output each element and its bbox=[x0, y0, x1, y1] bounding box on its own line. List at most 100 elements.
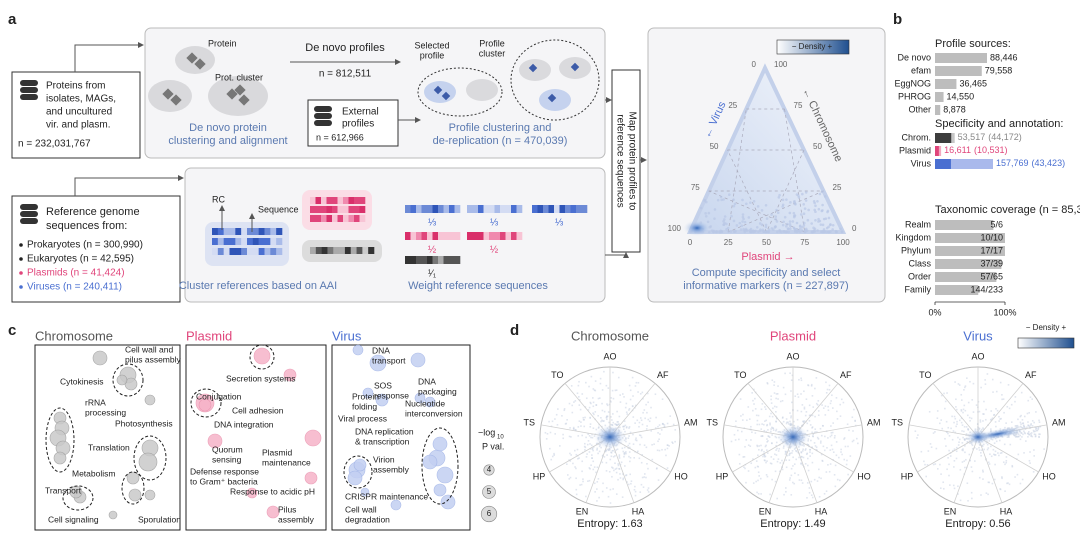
legend-label: 4 bbox=[487, 465, 492, 474]
label: informative markers (n = 227,897) bbox=[683, 280, 848, 292]
density-point bbox=[765, 461, 767, 464]
density-point bbox=[592, 412, 594, 414]
density-point bbox=[606, 448, 609, 451]
ternary-point bbox=[821, 203, 824, 207]
density-point bbox=[1043, 448, 1045, 450]
density-point bbox=[1033, 455, 1036, 457]
density-point bbox=[771, 442, 773, 445]
density-point bbox=[629, 473, 631, 476]
density-point bbox=[666, 422, 669, 425]
density-point bbox=[748, 418, 751, 420]
tick-label: 0% bbox=[928, 307, 941, 317]
density-point bbox=[819, 442, 822, 444]
density-point bbox=[742, 413, 744, 416]
density-point bbox=[990, 410, 993, 412]
ternary-point bbox=[782, 220, 785, 224]
density-point bbox=[1035, 428, 1037, 431]
density-point bbox=[619, 473, 621, 475]
ternary-point bbox=[755, 225, 759, 229]
density-point bbox=[810, 439, 812, 442]
density-point bbox=[776, 497, 778, 500]
term-label: DNA bbox=[418, 376, 436, 386]
density-point bbox=[574, 466, 576, 468]
density-point bbox=[647, 401, 649, 404]
density-point bbox=[811, 446, 813, 449]
density-point bbox=[790, 415, 792, 417]
density-point bbox=[639, 393, 642, 395]
density-point bbox=[772, 429, 775, 431]
axis-label: AF bbox=[657, 370, 669, 380]
density-point bbox=[623, 420, 626, 422]
density-point bbox=[747, 444, 750, 446]
term-bubble bbox=[347, 470, 363, 486]
density-point bbox=[851, 440, 854, 443]
density-point bbox=[999, 418, 1001, 420]
density-point bbox=[763, 450, 765, 453]
density-point bbox=[628, 384, 631, 387]
density-point bbox=[1037, 426, 1040, 428]
density-point bbox=[1035, 411, 1037, 413]
density-point bbox=[1008, 483, 1011, 486]
density-point bbox=[980, 449, 983, 451]
ternary-point bbox=[803, 230, 807, 234]
sequence-cell bbox=[500, 205, 506, 213]
density-point bbox=[607, 495, 610, 498]
density-point bbox=[797, 474, 800, 476]
density-point bbox=[784, 372, 786, 375]
density-point bbox=[785, 451, 787, 454]
term-label: interconversion bbox=[405, 408, 463, 418]
density-point bbox=[606, 415, 609, 418]
density-point bbox=[775, 436, 778, 439]
density-point bbox=[934, 431, 936, 433]
density-point bbox=[994, 463, 996, 466]
density-point bbox=[772, 458, 775, 460]
density-point bbox=[810, 383, 813, 386]
term-label: Cell adhesion bbox=[232, 405, 284, 415]
sequence-cell bbox=[223, 228, 230, 235]
database-icon bbox=[314, 113, 332, 119]
density-point bbox=[549, 431, 552, 434]
density-point bbox=[669, 415, 672, 417]
density-point bbox=[606, 404, 609, 407]
density-point bbox=[830, 431, 833, 434]
density-point bbox=[803, 422, 805, 424]
density-point bbox=[838, 479, 841, 482]
density-point bbox=[840, 451, 842, 453]
ternary-point bbox=[704, 200, 708, 204]
density-point bbox=[790, 424, 793, 426]
density-point bbox=[999, 452, 1002, 454]
density-point bbox=[790, 416, 792, 419]
ternary-point bbox=[745, 202, 748, 206]
density-point bbox=[551, 455, 554, 458]
density-point bbox=[578, 457, 580, 459]
density-point bbox=[629, 446, 631, 449]
density-point bbox=[804, 449, 807, 451]
density-point bbox=[773, 405, 776, 408]
sequence-cell bbox=[454, 205, 461, 213]
density-point bbox=[593, 389, 596, 391]
density-point bbox=[827, 437, 829, 439]
density-point bbox=[663, 425, 666, 428]
ternary-point bbox=[834, 229, 838, 233]
density-point bbox=[763, 455, 766, 458]
label: profile bbox=[420, 50, 445, 60]
category-label: Realm bbox=[905, 219, 931, 229]
density-point bbox=[589, 426, 592, 428]
density-point bbox=[801, 464, 804, 466]
density-core bbox=[594, 425, 626, 449]
density-point bbox=[829, 402, 832, 405]
density-point bbox=[826, 388, 829, 391]
density-point bbox=[651, 443, 653, 446]
density-point bbox=[801, 450, 804, 452]
density-point bbox=[965, 426, 968, 428]
density-point bbox=[967, 401, 970, 404]
density-point bbox=[601, 389, 604, 391]
density-point bbox=[781, 459, 783, 462]
sequence-cell bbox=[229, 248, 236, 255]
density-point bbox=[955, 408, 958, 411]
density-point bbox=[603, 456, 606, 458]
density-point bbox=[1022, 433, 1024, 436]
ternary-point bbox=[831, 223, 835, 227]
density-point bbox=[592, 449, 594, 452]
density-point bbox=[1004, 426, 1006, 429]
